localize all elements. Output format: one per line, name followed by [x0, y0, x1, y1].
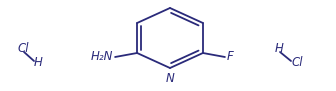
Text: F: F	[227, 51, 234, 64]
Text: Cl: Cl	[291, 56, 302, 69]
Text: Cl: Cl	[18, 41, 30, 55]
Text: N: N	[166, 72, 174, 85]
Text: H₂N: H₂N	[91, 51, 113, 64]
Text: H: H	[275, 41, 284, 55]
Text: H: H	[34, 56, 43, 69]
